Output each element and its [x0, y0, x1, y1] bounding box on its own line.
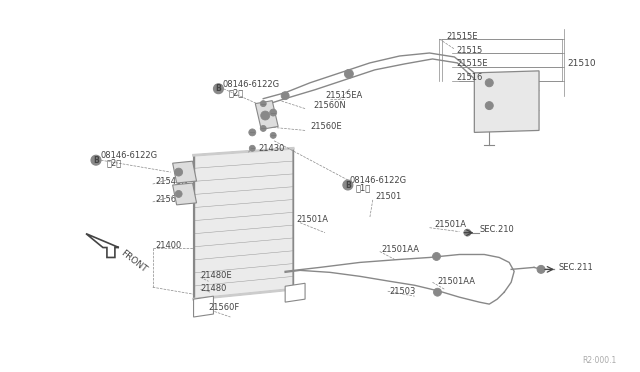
Polygon shape [193, 148, 293, 299]
Circle shape [281, 92, 289, 100]
Text: R2·000.1: R2·000.1 [582, 356, 617, 365]
Text: 08146-6122G: 08146-6122G [350, 176, 407, 185]
Circle shape [433, 288, 442, 296]
Circle shape [343, 180, 353, 190]
Text: 21560F: 21560F [209, 302, 240, 312]
Circle shape [485, 79, 493, 87]
Circle shape [250, 145, 255, 151]
Circle shape [249, 129, 256, 136]
Text: 21501A: 21501A [296, 215, 328, 224]
Circle shape [260, 101, 266, 107]
Text: SEC.210: SEC.210 [479, 225, 514, 234]
Text: 21515EA: 21515EA [325, 91, 362, 100]
Circle shape [433, 253, 440, 260]
Text: 21546N: 21546N [156, 177, 188, 186]
Text: B: B [93, 156, 99, 165]
Polygon shape [86, 234, 119, 257]
Text: 21560E: 21560E [310, 122, 342, 131]
Text: 21480: 21480 [200, 284, 227, 293]
Circle shape [214, 84, 223, 94]
Text: （2）: （2） [107, 159, 122, 168]
Text: 21515E: 21515E [447, 32, 478, 41]
Text: 08146-6122G: 08146-6122G [101, 151, 158, 160]
Text: SEC.211: SEC.211 [559, 263, 594, 272]
Circle shape [260, 125, 266, 131]
Circle shape [175, 190, 182, 198]
Text: B: B [345, 180, 351, 189]
Text: 21501: 21501 [376, 192, 402, 201]
Circle shape [537, 265, 545, 273]
Text: 21501AA: 21501AA [381, 245, 420, 254]
Text: 21480E: 21480E [200, 271, 232, 280]
Text: FRONT: FRONT [119, 248, 148, 275]
Circle shape [175, 168, 182, 176]
Text: 21515E: 21515E [456, 60, 488, 68]
Polygon shape [193, 296, 214, 317]
Polygon shape [255, 101, 278, 129]
Polygon shape [173, 161, 196, 183]
Circle shape [91, 155, 101, 165]
Circle shape [344, 69, 353, 78]
Text: 21515: 21515 [456, 45, 483, 55]
Circle shape [269, 109, 276, 116]
Text: （1）: （1） [356, 183, 371, 192]
Text: 21516: 21516 [456, 73, 483, 82]
Text: 21430: 21430 [259, 144, 285, 153]
Circle shape [260, 111, 269, 120]
Text: 21501A: 21501A [435, 220, 467, 229]
Polygon shape [285, 283, 305, 302]
Circle shape [464, 229, 471, 236]
Polygon shape [474, 71, 539, 132]
Circle shape [270, 132, 276, 138]
Text: 21560E: 21560E [156, 195, 188, 204]
Text: 21560N: 21560N [313, 101, 346, 110]
Text: B: B [216, 84, 221, 93]
Text: 21510: 21510 [567, 60, 596, 68]
Text: 08146-6122G: 08146-6122G [223, 80, 280, 89]
Circle shape [485, 102, 493, 110]
Text: 21501AA: 21501AA [438, 277, 476, 286]
Text: 21503: 21503 [390, 287, 416, 296]
Polygon shape [173, 183, 196, 205]
Text: 21400: 21400 [156, 241, 182, 250]
Text: （2）: （2） [228, 88, 244, 97]
